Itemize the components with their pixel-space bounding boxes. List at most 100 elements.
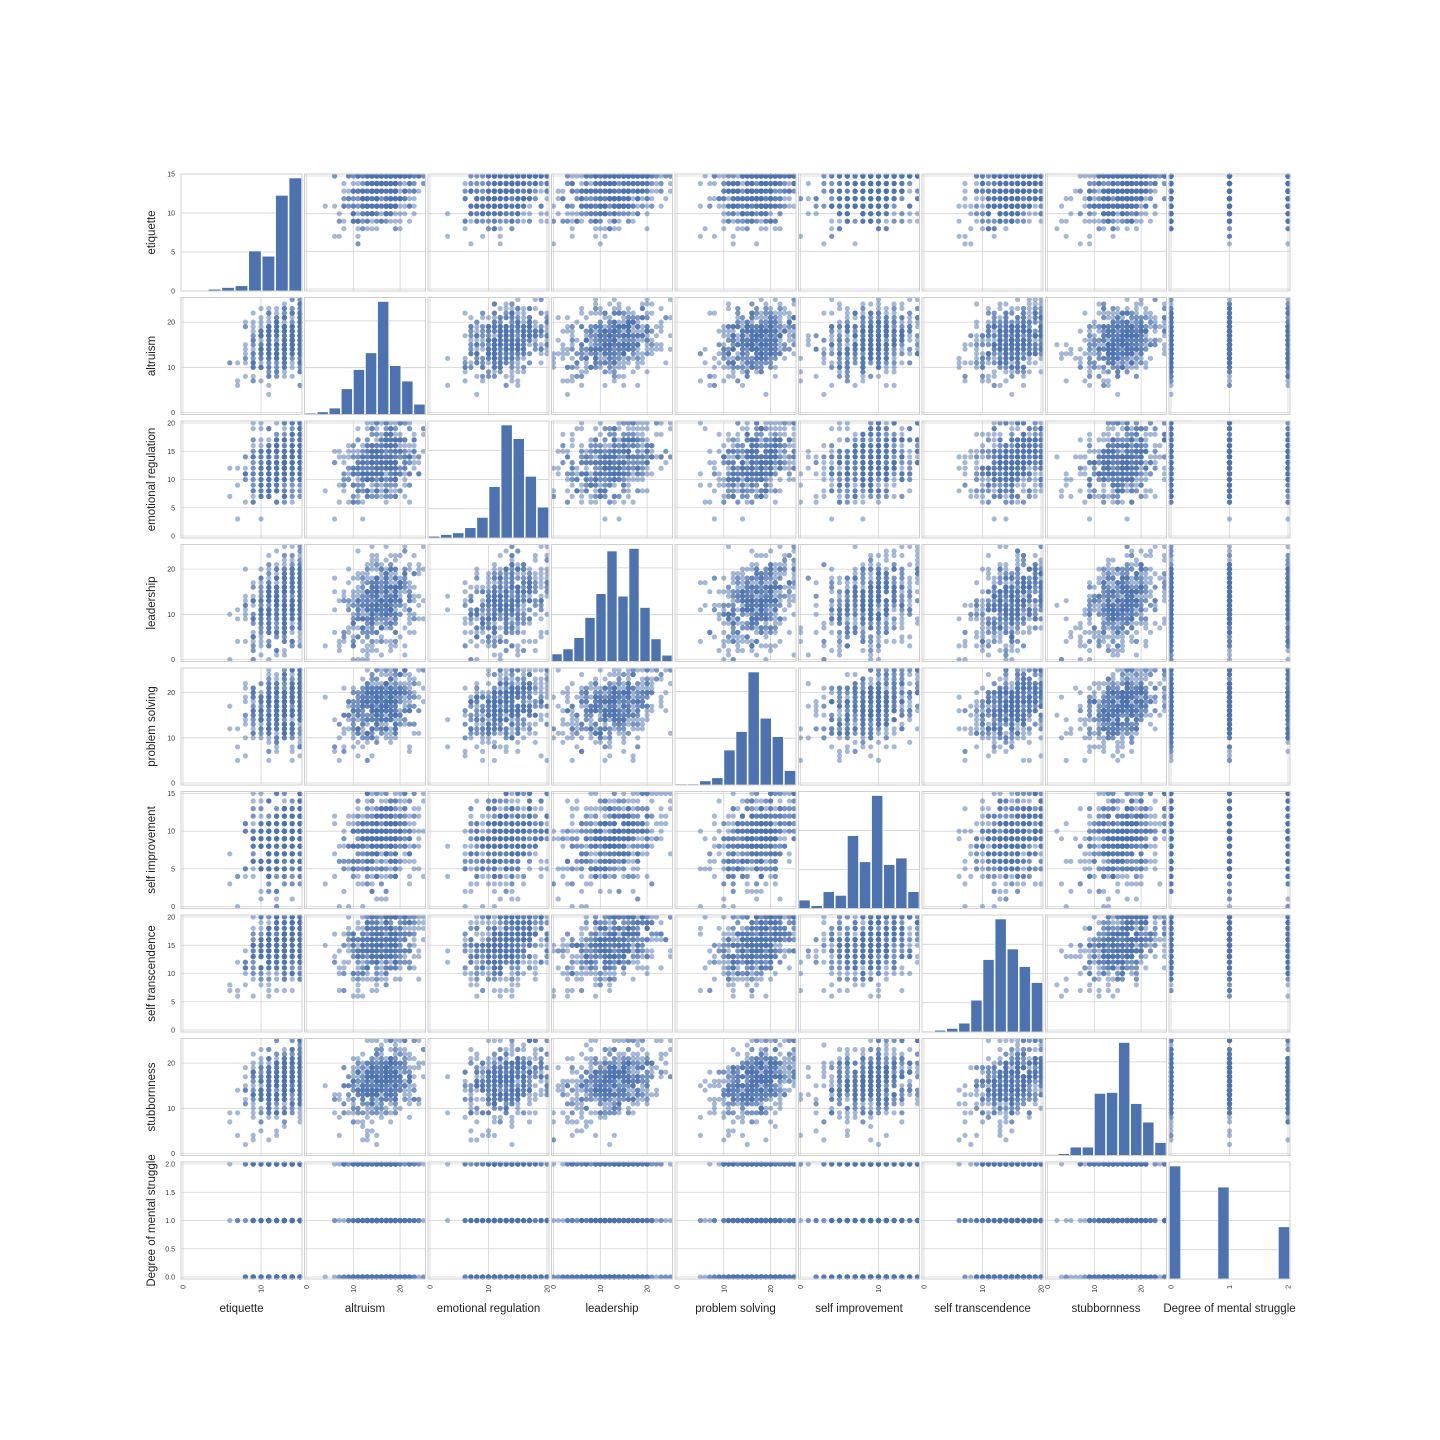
data-point (749, 218, 755, 224)
data-point (907, 218, 913, 224)
data-point (281, 351, 287, 357)
data-point (768, 203, 774, 209)
data-point (621, 188, 627, 194)
data-point (281, 328, 287, 334)
data-point (768, 211, 774, 217)
data-point (777, 180, 783, 187)
data-point (281, 310, 287, 316)
data-point (985, 226, 992, 232)
data-point (1226, 203, 1233, 209)
data-point (266, 319, 272, 325)
data-point (420, 180, 427, 187)
histogram-bar (261, 255, 275, 292)
data-point (763, 211, 769, 217)
data-point (721, 211, 727, 217)
data-point (579, 218, 585, 224)
data-point (503, 301, 509, 307)
data-point (509, 188, 515, 194)
data-point (1226, 226, 1233, 232)
data-point (258, 324, 264, 330)
data-point (411, 180, 417, 187)
data-point (497, 203, 503, 209)
histogram-bar (340, 388, 353, 415)
data-point (579, 196, 585, 202)
data-point (875, 218, 882, 224)
data-point (730, 233, 736, 239)
data-point (289, 360, 295, 366)
data-point (588, 188, 594, 194)
data-point (521, 315, 527, 321)
data-point (360, 226, 366, 232)
data-point (445, 233, 451, 239)
data-point (1138, 180, 1144, 187)
data-point (749, 196, 755, 202)
data-point (480, 203, 486, 209)
data-point (1143, 188, 1149, 194)
data-point (782, 188, 788, 194)
data-point (768, 180, 774, 187)
data-point (242, 355, 248, 361)
data-point (758, 218, 764, 224)
data-point (1015, 196, 1021, 202)
data-point (515, 310, 521, 316)
data-point (1133, 226, 1139, 232)
data-point (1003, 180, 1009, 187)
data-point (1096, 188, 1102, 194)
data-point (480, 218, 486, 224)
data-point (711, 180, 718, 187)
data-point (1087, 196, 1093, 202)
data-point (266, 328, 272, 334)
data-point (1105, 180, 1111, 187)
data-point (462, 355, 468, 361)
data-point (744, 188, 750, 194)
data-point (1068, 196, 1074, 202)
data-point (468, 203, 474, 209)
data-point (777, 196, 783, 202)
data-point (491, 226, 497, 232)
data-point (242, 360, 248, 366)
data-point (1096, 196, 1102, 202)
data-point (786, 203, 792, 209)
data-point (521, 180, 527, 187)
data-point (1143, 196, 1149, 202)
data-point (258, 360, 264, 366)
data-point (560, 196, 566, 202)
data-point (250, 351, 256, 357)
data-point (462, 310, 468, 316)
data-point (462, 188, 468, 194)
data-point (593, 180, 599, 187)
data-point (1003, 218, 1009, 224)
data-point (974, 218, 980, 224)
data-point (907, 211, 913, 217)
data-point (1129, 218, 1135, 224)
data-point (630, 218, 636, 224)
data-point (1009, 218, 1015, 224)
data-point (1119, 180, 1125, 187)
data-point (1119, 211, 1125, 217)
data-point (388, 218, 394, 224)
data-point (852, 196, 858, 202)
data-point (739, 188, 746, 194)
data-point (979, 226, 986, 232)
data-point (1087, 180, 1093, 187)
data-point (593, 233, 599, 239)
data-point (625, 180, 632, 187)
data-point (250, 324, 256, 330)
data-point (332, 233, 338, 239)
data-point (588, 180, 594, 187)
data-point (875, 226, 882, 232)
data-point (538, 218, 544, 224)
data-point (360, 203, 366, 209)
histogram-bar (401, 380, 414, 415)
data-point (289, 305, 295, 312)
data-point (468, 211, 474, 217)
data-point (611, 196, 617, 202)
data-point (1110, 196, 1116, 202)
data-point (768, 188, 774, 194)
data-point (509, 196, 515, 202)
data-point (397, 180, 403, 187)
data-point (875, 211, 882, 217)
data-point (985, 180, 992, 187)
data-point (258, 337, 264, 343)
data-point (758, 196, 764, 202)
